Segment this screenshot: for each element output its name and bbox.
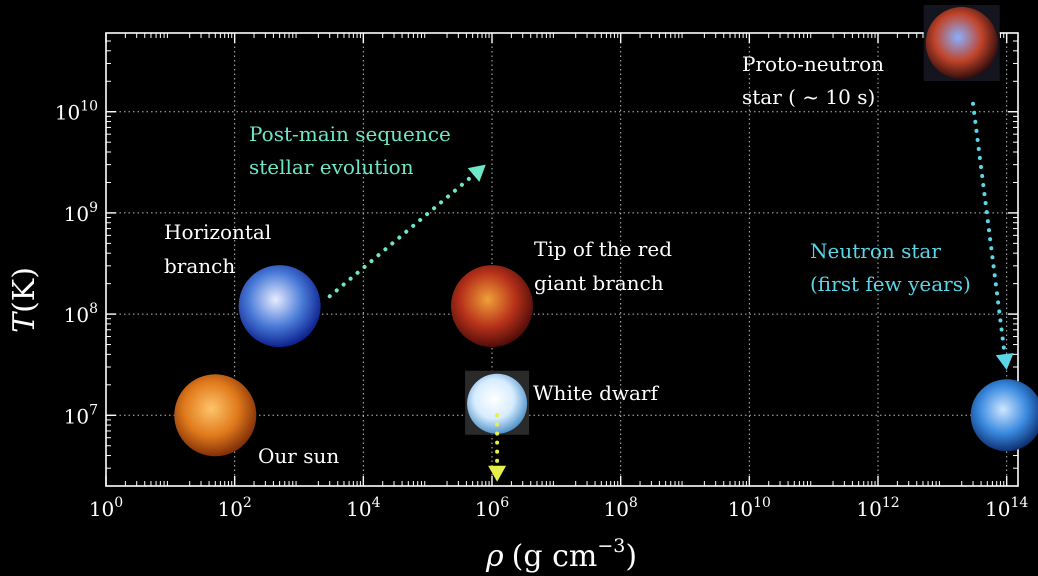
x-tick-label: 1014 [985,495,1028,521]
star-markers [174,5,1038,457]
y-tick-label: 1010 [55,99,98,125]
star-white-dwarf [467,373,528,434]
x-axis-title-close: ) [625,539,637,574]
star-neutron-star [970,379,1038,452]
x-tick-label: 104 [346,495,380,521]
arrow-neutron-star-cooling-head [995,353,1014,371]
label-white-dwarf: White dwarf [533,381,659,405]
arrows [327,101,1014,482]
x-axis-title: ρ (g cm−3) [485,535,637,574]
y-axis-title: T(K) [7,267,42,333]
x-axis-title-units: (g cm [512,539,598,574]
x-tick-label: 100 [89,495,123,521]
star-red-giant-tip [451,265,534,348]
y-tick-label: 107 [64,402,98,428]
label-proto-neutron-line1: Proto-neutron [742,52,884,76]
plot-frame [105,32,1019,487]
label-neutron-star-line1: Neutron star [810,239,941,263]
label-red-giant-line1: Tip of the red [534,237,672,261]
x-tick-label: 102 [217,495,251,521]
label-horizontal-branch-line1: Horizontal [164,220,271,244]
label-our-sun: Our sun [258,444,339,468]
x-tick-label: 106 [475,495,509,521]
label-post-main-line1: Post-main sequence [249,122,451,146]
x-axis-title-exponent: −3 [597,535,625,557]
x-tick-label: 1010 [728,495,771,521]
x-tick-label: 108 [603,495,637,521]
y-tick-label: 108 [64,301,98,327]
plot-border [105,32,1019,487]
x-tick-label: 1012 [856,495,899,521]
star-horizontal-branch [238,265,321,348]
y-tick-label: 109 [64,200,98,226]
major-ticks [105,33,1018,486]
label-red-giant-line2: giant branch [534,271,664,295]
arrow-white-dwarf-cooling-head [488,465,507,482]
label-neutron-star-line2: (first few years) [810,272,971,296]
x-axis-title-symbol: ρ [485,539,504,574]
label-post-main-line2: stellar evolution [249,155,414,179]
minor-ticks [106,32,1018,487]
label-proto-neutron-line2: star ( ~ 10 s) [742,85,875,109]
arrow-post-main-sequence-head [467,164,486,182]
label-horizontal-branch-line2: branch [164,254,235,278]
star-proto-neutron-star [925,7,998,79]
y-axis-title-units: (K) [7,267,42,313]
arrow-neutron-star-cooling-shaft [971,101,1007,357]
star-sun [174,374,257,457]
y-axis-title-symbol: T [7,311,42,333]
y-tick-labels: 107 108 109 1010 [55,99,98,429]
x-tick-labels: 100 102 104 106 108 1010 1012 1014 [89,495,1029,521]
